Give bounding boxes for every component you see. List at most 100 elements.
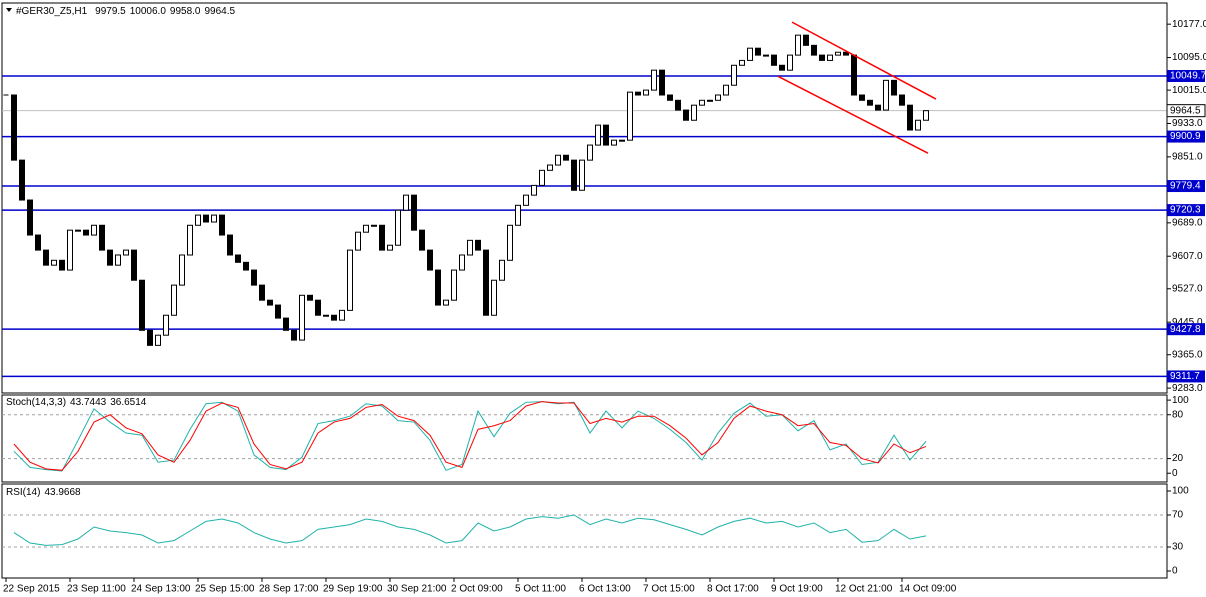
y-tick-label: 30 [1172,542,1184,553]
candle [491,279,497,316]
candle [579,159,585,191]
candle [763,54,769,57]
y-tick-label: 80 [1172,409,1184,420]
candle [179,254,185,286]
candle [347,249,353,311]
x-tick-label: 8 Oct 17:00 [707,584,759,595]
level-tag [1167,204,1205,217]
candle [243,261,249,271]
candle [827,54,833,61]
level-label: 9900.9 [1170,131,1201,142]
candle [11,94,17,161]
candle [19,159,25,201]
candle [323,314,329,317]
y-tick-label: 9445.0 [1172,317,1203,328]
candle [371,224,377,227]
candle [227,234,233,256]
candle [875,104,881,111]
candle [411,194,417,231]
candle [683,109,689,121]
candle [619,139,625,142]
rsi-title: RSI(14) 43.9668 [6,487,81,498]
candle [107,249,113,266]
rsi-panel [1,483,1168,579]
candle [755,47,761,56]
candle [859,94,865,101]
candle [291,329,297,341]
main-panel [1,2,1168,394]
candle [907,104,913,131]
candle [459,254,465,271]
level-label: 9427.8 [1170,324,1201,335]
candle [675,99,681,111]
low: 9958.0 [170,6,201,17]
level-tag [1167,180,1205,193]
candle [427,249,433,271]
x-tick-label: 29 Sep 19:00 [323,584,383,595]
stoch-name: Stoch(14,3,3) [6,397,66,408]
x-tick-label: 23 Sep 11:00 [67,584,126,595]
y-tick-label: 100 [1172,395,1189,406]
y-tick-label: 9851.0 [1172,152,1203,163]
symbol: #GER30_Z5,H1 [16,6,88,17]
level-tag [1167,130,1205,143]
candle [811,44,817,56]
candle [339,309,345,321]
candle [195,214,201,226]
channel-line [777,75,929,154]
stoch-main: 43.7443 [70,397,107,408]
candle [915,119,921,131]
candle [867,99,873,106]
symbol-marker [6,8,12,12]
x-tick-label: 6 Oct 13:00 [579,584,631,595]
candle [67,229,73,271]
close: 9964.5 [205,6,236,17]
candle [299,294,305,341]
candle [699,99,705,106]
candle [259,284,265,301]
candle [379,224,385,251]
candle [523,194,529,206]
y-tick-label: 10015.0 [1172,85,1206,96]
candle [499,259,505,281]
candle [771,54,777,66]
candle [395,209,401,246]
candle [635,91,641,96]
candle [435,269,441,306]
x-tick-label: 22 Sep 2015 [3,584,60,595]
y-tick-label: 9365.0 [1172,349,1203,360]
candle [443,299,449,306]
candle [51,259,57,266]
candle [155,334,161,346]
candle [507,224,513,261]
candle [475,239,481,251]
candle [779,64,785,71]
y-tick-label: 9933.0 [1172,118,1203,129]
y-tick-label: 0 [1172,566,1178,577]
candle [211,214,217,223]
x-tick-label: 2 Oct 09:00 [451,584,503,595]
candle [203,214,209,223]
candle [819,54,825,61]
y-tick-label: 9283.0 [1172,383,1203,394]
candle [163,314,169,336]
candle [563,154,569,161]
stoch-panel [1,394,1168,483]
rsi-value: 43.9668 [44,487,81,498]
candle [171,284,177,316]
y-tick-label: 9607.0 [1172,251,1203,262]
candle [587,144,593,161]
level-tag [1167,69,1205,82]
y-tick-label: 20 [1172,453,1184,464]
x-tick-label: 7 Oct 15:00 [643,584,695,595]
candle [99,224,105,251]
candle [147,329,153,346]
indicator-line [13,401,927,472]
candle [891,79,897,96]
candle [603,124,609,146]
y-tick-label: 9527.0 [1172,283,1203,294]
candle [643,89,649,96]
candle [659,69,665,96]
